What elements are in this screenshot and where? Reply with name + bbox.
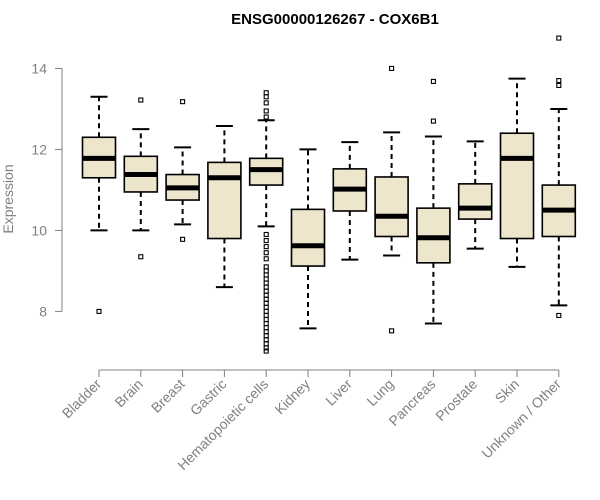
box-9 bbox=[457, 140, 493, 250]
outlier-point bbox=[556, 312, 562, 319]
outlier-point bbox=[263, 292, 269, 298]
box-iqr bbox=[290, 208, 326, 267]
box-0 bbox=[81, 95, 117, 314]
outlier-point bbox=[263, 325, 269, 331]
y-tick-label: 14 bbox=[31, 60, 47, 76]
outlier-point bbox=[389, 328, 395, 334]
outlier-point bbox=[263, 256, 269, 262]
outlier-point bbox=[263, 250, 269, 256]
x-tick-label: Liver bbox=[322, 376, 355, 409]
outlier-point bbox=[263, 264, 269, 270]
box-iqr bbox=[207, 161, 242, 240]
y-axis-label: Expression bbox=[0, 164, 16, 233]
outlier-point bbox=[263, 114, 269, 120]
x-tick-label: Skin bbox=[492, 376, 523, 407]
outlier-point bbox=[263, 288, 269, 294]
outlier-point bbox=[263, 316, 269, 323]
outlier-point bbox=[263, 237, 269, 244]
outlier-point bbox=[263, 231, 269, 238]
y-tick-label: 8 bbox=[39, 303, 47, 319]
box-11 bbox=[541, 35, 577, 319]
outlier-point bbox=[263, 312, 269, 319]
outlier-point bbox=[263, 304, 269, 310]
box-5 bbox=[290, 148, 326, 330]
outlier-point bbox=[263, 90, 269, 96]
outlier-point bbox=[263, 268, 269, 274]
outlier-point bbox=[263, 321, 269, 327]
x-tick-label: Unknown / Other bbox=[478, 376, 564, 462]
outlier-point bbox=[263, 276, 269, 282]
y-tick-label: 10 bbox=[31, 222, 47, 238]
box-series bbox=[81, 35, 577, 354]
outlier-point bbox=[138, 254, 144, 260]
box-4 bbox=[248, 90, 284, 354]
box-6 bbox=[332, 141, 368, 261]
chart-title: ENSG00000126267 - COX6B1 bbox=[231, 11, 439, 28]
outlier-point bbox=[263, 100, 269, 106]
box-iqr bbox=[457, 183, 493, 220]
y-axis: 8 10 12 14 bbox=[31, 60, 63, 319]
box-8 bbox=[416, 78, 451, 325]
outlier-point bbox=[180, 99, 186, 105]
outlier-point bbox=[263, 341, 269, 347]
outlier-point bbox=[263, 284, 269, 290]
box-3 bbox=[207, 124, 242, 289]
outlier-point bbox=[263, 280, 269, 286]
outlier-point bbox=[263, 308, 269, 314]
outlier-point bbox=[96, 308, 102, 314]
x-tick-label: Bladder bbox=[59, 376, 105, 422]
box-iqr bbox=[499, 132, 535, 240]
outlier-point bbox=[430, 78, 436, 84]
outlier-point bbox=[263, 300, 269, 306]
x-tick-label: Brain bbox=[111, 376, 145, 410]
y-tick-label: 12 bbox=[31, 141, 47, 157]
x-tick-label: Lung bbox=[363, 376, 396, 409]
outlier-point bbox=[263, 348, 269, 354]
outlier-point bbox=[263, 329, 269, 335]
box-1 bbox=[123, 97, 159, 260]
outlier-point bbox=[263, 94, 269, 100]
outlier-point bbox=[263, 333, 269, 339]
outlier-point bbox=[263, 108, 269, 114]
box-10 bbox=[499, 77, 535, 268]
outlier-point bbox=[556, 35, 562, 41]
outlier-point bbox=[556, 78, 562, 84]
x-tick-label: Prostate bbox=[432, 376, 480, 424]
box-iqr bbox=[374, 176, 409, 238]
x-tick-label: Kidney bbox=[272, 376, 314, 418]
outlier-point bbox=[263, 296, 269, 302]
outlier-point bbox=[138, 97, 144, 103]
outlier-point bbox=[430, 118, 436, 124]
outlier-point bbox=[263, 244, 269, 250]
box-2 bbox=[165, 99, 200, 242]
outlier-point bbox=[180, 236, 186, 242]
outlier-point bbox=[263, 337, 269, 343]
x-tick-label: Breast bbox=[148, 376, 188, 416]
outlier-point bbox=[389, 65, 395, 71]
box-7 bbox=[374, 65, 409, 334]
outlier-point bbox=[556, 82, 562, 89]
outlier-point bbox=[263, 272, 269, 278]
